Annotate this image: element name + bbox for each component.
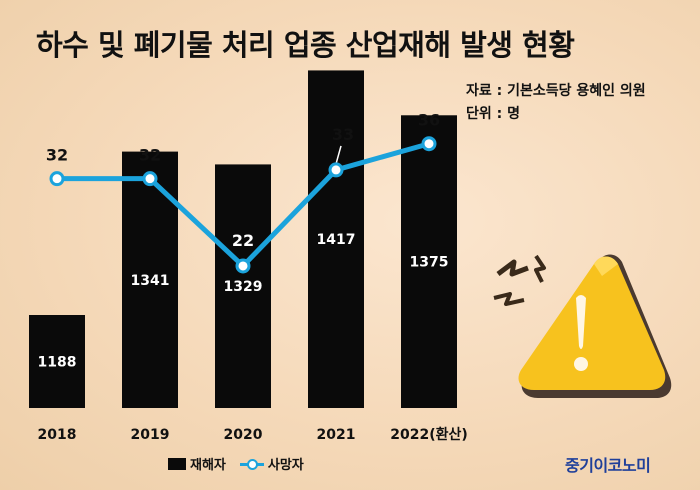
line-value-label: 22 xyxy=(232,231,254,250)
line-point-2019 xyxy=(142,171,158,187)
legend-label-injured: 재해자 xyxy=(190,458,226,473)
bar-value-label: 1329 xyxy=(224,279,263,295)
line-point-2021 xyxy=(328,162,344,178)
line-point-2018 xyxy=(49,171,65,187)
line-value-label: 32 xyxy=(139,146,161,165)
chart-legend: 재해자 사망자 xyxy=(168,454,318,473)
bar-2022(환산) xyxy=(401,115,457,408)
bar-value-label: 1417 xyxy=(317,232,356,248)
brand-logo: 중기이코노미 xyxy=(565,456,651,475)
bar-2020 xyxy=(215,164,271,408)
bar-value-label: 1375 xyxy=(410,255,449,271)
bar-value-label: 1341 xyxy=(131,273,170,289)
line-value-label: 33 xyxy=(332,125,354,144)
legend-item-deaths: 사망자 xyxy=(239,454,304,473)
unit-note: 단위 : 명 xyxy=(466,106,520,122)
label-leader-line xyxy=(335,145,342,165)
line-point-2022(환산) xyxy=(421,136,437,152)
x-tick-label: 2021 xyxy=(317,427,356,443)
line-value-label: 32 xyxy=(46,146,68,165)
x-tick-label: 2022(환산) xyxy=(390,426,468,443)
bar-value-label: 1188 xyxy=(38,355,77,371)
bar-2018 xyxy=(29,315,85,408)
x-tick-label: 2018 xyxy=(38,427,77,443)
x-tick-label: 2020 xyxy=(224,427,263,443)
warning-icon xyxy=(493,254,672,398)
legend-swatch-line xyxy=(239,458,264,470)
legend-item-injured: 재해자 xyxy=(168,454,226,473)
chart-title: 하수 및 폐기물 처리 업종 산업재해 발생 현황 xyxy=(36,28,575,62)
legend-swatch-bar xyxy=(168,457,186,470)
line-point-2020 xyxy=(235,258,251,274)
source-note: 자료 : 기본소득당 용혜인 의원 xyxy=(466,83,646,99)
line-value-label: 36 xyxy=(418,111,440,130)
x-tick-label: 2019 xyxy=(131,427,170,443)
legend-label-deaths: 사망자 xyxy=(267,458,304,473)
bar-2021 xyxy=(308,70,364,408)
